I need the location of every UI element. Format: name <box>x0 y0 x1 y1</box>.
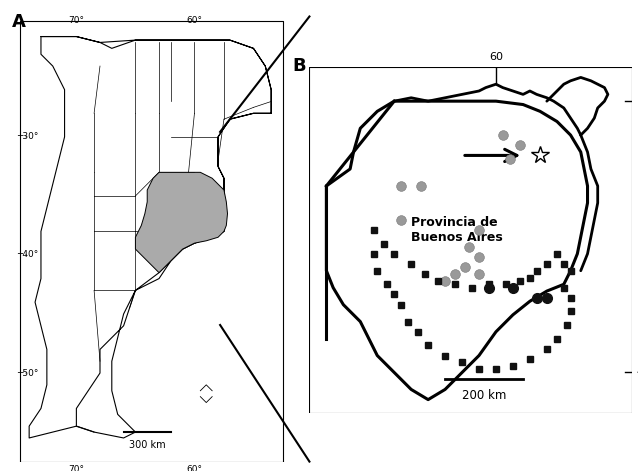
Text: 300 km: 300 km <box>129 440 165 450</box>
Text: 60°: 60° <box>186 16 202 25</box>
Polygon shape <box>135 172 228 273</box>
Text: 200 km: 200 km <box>462 390 507 402</box>
Text: 60: 60 <box>489 52 503 62</box>
Text: B: B <box>292 57 306 75</box>
Text: 70°: 70° <box>68 16 84 25</box>
Text: ─50°: ─50° <box>17 368 39 378</box>
Text: A: A <box>11 13 26 31</box>
Text: ─30°: ─30° <box>17 132 39 141</box>
Text: 41: 41 <box>637 367 638 377</box>
Text: ─40°: ─40° <box>17 251 38 260</box>
Text: 60°: 60° <box>186 465 202 471</box>
Text: 33: 33 <box>637 96 638 106</box>
Text: Provincia de
Buenos Aires: Provincia de Buenos Aires <box>411 216 503 244</box>
Text: 70°: 70° <box>68 465 84 471</box>
